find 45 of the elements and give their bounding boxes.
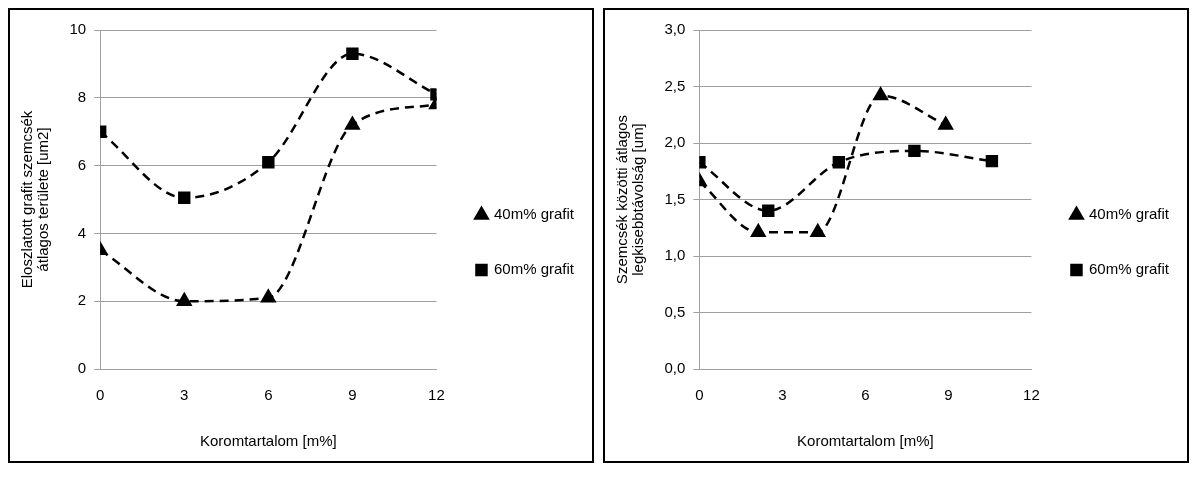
- point: [178, 191, 191, 205]
- y-axis-title: Szemcsék közötti átlagos legkisebbtávolság [um]: [613, 114, 646, 285]
- y-tick-label: 2,0: [664, 133, 686, 151]
- x-axis-title: Koromtartalom [m%]: [797, 432, 934, 450]
- legend-label: 60m% grafit: [1088, 260, 1170, 278]
- point: [810, 224, 826, 238]
- y-tick-label: 1,0: [664, 246, 686, 264]
- y-axis-title: Eloszlatott grafit szemcsék átlagos területe [um2]: [18, 110, 51, 289]
- point: [938, 116, 953, 130]
- legend-label: 60m% grafit: [493, 260, 575, 278]
- x-tick-label: 9: [944, 386, 953, 404]
- x-tick-label: 3: [778, 386, 787, 404]
- point: [908, 144, 921, 158]
- y-tick-label: 0: [77, 359, 87, 377]
- y-tick-label: 0,5: [664, 302, 686, 320]
- point: [832, 156, 846, 169]
- legend-label: 40m% grafit: [1088, 205, 1170, 223]
- point: [873, 87, 888, 101]
- x-tick-label: 0: [695, 386, 704, 404]
- x-tick-label: 6: [264, 386, 273, 404]
- point: [346, 47, 359, 60]
- y-tick-label: 4: [77, 223, 87, 241]
- y-tick-label: 1,5: [664, 189, 686, 207]
- point: [750, 224, 766, 238]
- point: [262, 156, 275, 169]
- x-axis-title: Koromtartalom [m%]: [199, 432, 337, 450]
- x-tick-label: 9: [348, 386, 357, 404]
- x-tick-label: 12: [428, 386, 445, 404]
- y-tick-label: 3,0: [664, 20, 686, 38]
- point: [762, 204, 775, 217]
- x-tick-label: 0: [96, 386, 105, 404]
- point: [345, 116, 360, 130]
- point: [985, 154, 999, 168]
- point: [261, 289, 276, 303]
- y-tick-label: 2: [77, 291, 87, 309]
- y-tick-label: 2,5: [664, 76, 686, 94]
- x-tick-label: 3: [180, 386, 189, 404]
- y-tick-label: 0,0: [664, 359, 686, 377]
- y-tick-label: 10: [69, 20, 87, 38]
- y-tick-label: 6: [77, 155, 87, 173]
- x-tick-label: 6: [861, 386, 870, 404]
- point: [176, 292, 192, 306]
- legend-label: 40m% grafit: [493, 205, 575, 223]
- x-tick-label: 12: [1023, 386, 1040, 404]
- y-tick-label: 8: [77, 87, 87, 105]
